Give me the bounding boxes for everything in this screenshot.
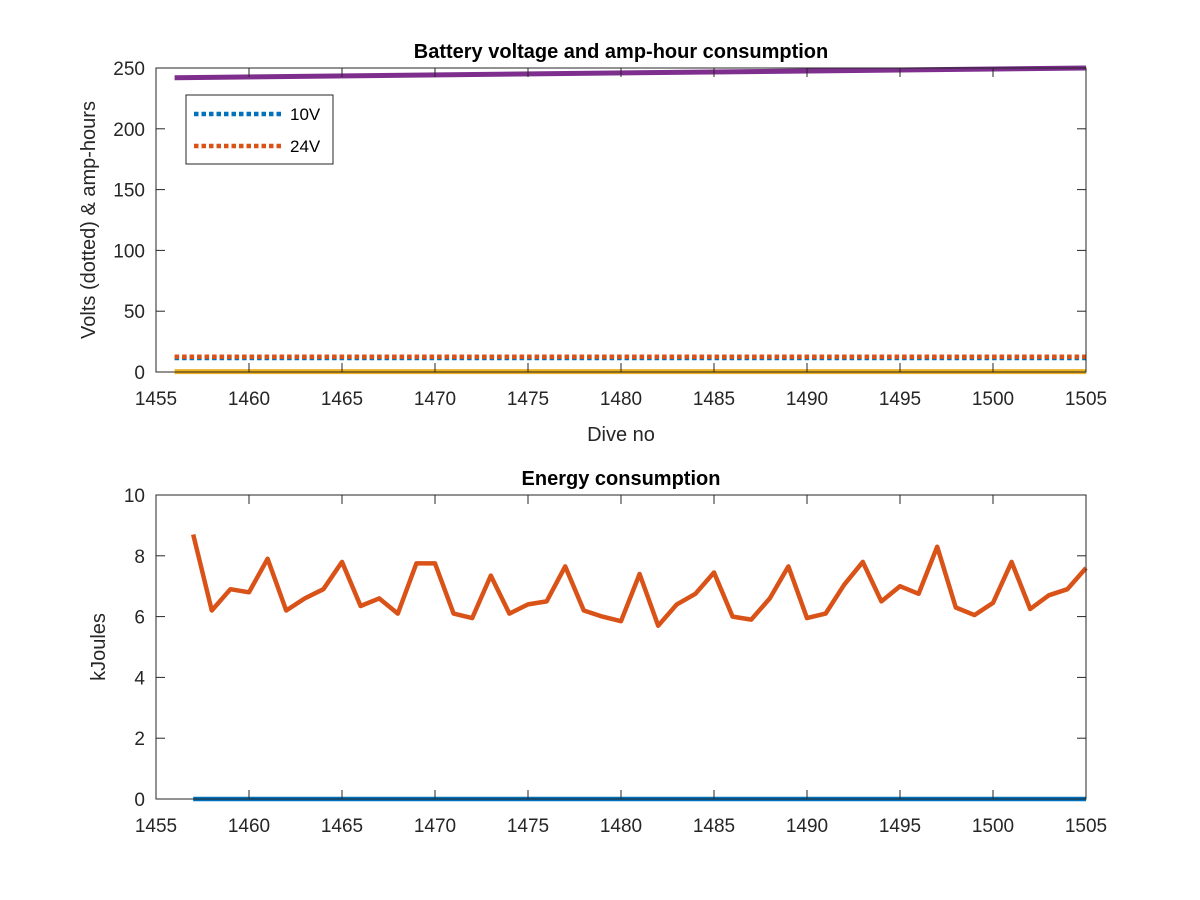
energy-y-tick-label: 6 [134, 608, 145, 629]
energy-x-tick-label: 1480 [600, 816, 642, 837]
voltage-x-tick-label: 1455 [135, 389, 177, 410]
energy-y-axis-label: kJoules [88, 613, 110, 681]
energy-x-tick-label: 1485 [693, 816, 735, 837]
voltage-y-ticks: 0 50 100 150 200 250 [113, 59, 1086, 384]
voltage-x-tick-label: 1490 [786, 389, 828, 410]
energy-series-layer [191, 533, 1088, 802]
voltage-panel: Battery voltage and amp-hour consumption… [78, 41, 1107, 446]
energy-x-tick-label: 1455 [135, 816, 177, 837]
voltage-y-tick-label: 0 [134, 363, 145, 384]
energy-x-tick-label: 1475 [507, 816, 549, 837]
voltage-x-tick-label: 1480 [600, 389, 642, 410]
voltage-y-tick-label: 250 [113, 59, 145, 80]
voltage-x-tick-label: 1460 [228, 389, 270, 410]
voltage-x-axis-label: Dive no [587, 424, 655, 446]
voltage-x-tick-label: 1495 [879, 389, 921, 410]
voltage-y-tick-label: 50 [124, 302, 145, 323]
voltage-y-axis-label: Volts (dotted) & amp-hours [78, 101, 100, 339]
voltage-y-tick-label: 200 [113, 120, 145, 141]
energy-y-tick-label: 8 [134, 547, 145, 568]
legend-label-24v: 24V [290, 137, 321, 156]
energy-x-tick-label: 1460 [228, 816, 270, 837]
energy-x-tick-label: 1465 [321, 816, 363, 837]
voltage-x-tick-label: 1500 [972, 389, 1014, 410]
voltage-x-tick-label: 1485 [693, 389, 735, 410]
voltage-x-tick-label: 1465 [321, 389, 363, 410]
voltage-y-tick-label: 100 [113, 241, 145, 262]
energy-series-1-line [191, 533, 1088, 628]
energy-y-tick-label: 0 [134, 790, 145, 811]
energy-x-tick-label: 1495 [879, 816, 921, 837]
energy-x-tick-label: 1490 [786, 816, 828, 837]
legend-box [185, 94, 334, 165]
voltage-panel-title: Battery voltage and amp-hour consumption [414, 41, 828, 63]
voltage-x-ticks: 1455 1460 1465 1470 1475 1480 1485 1490 1495 1500… [135, 68, 1107, 410]
energy-axes-box [155, 494, 1087, 800]
energy-panel-title: Energy consumption [522, 468, 721, 490]
energy-y-tick-label: 4 [134, 668, 145, 689]
voltage-x-tick-label: 1505 [1065, 389, 1107, 410]
energy-y-ticks: 0 2 4 6 8 10 [124, 486, 1086, 811]
energy-y-tick-label: 2 [134, 729, 145, 750]
energy-panel: Energy consumption 1455 1460 1465 1470 1475 1… [88, 468, 1107, 837]
energy-x-ticks: 1455 1460 1465 1470 1475 1480 1485 1490 1495 1500… [135, 495, 1107, 837]
energy-x-tick-label: 1470 [414, 816, 456, 837]
voltage-y-tick-label: 150 [113, 181, 145, 202]
legend: 10V 24V [185, 94, 334, 165]
energy-y-tick-label: 10 [124, 486, 145, 507]
energy-x-tick-label: 1500 [972, 816, 1014, 837]
legend-label-10v: 10V [290, 105, 321, 124]
voltage-x-tick-label: 1470 [414, 389, 456, 410]
voltage-x-tick-label: 1475 [507, 389, 549, 410]
voltage-series-3-line [174, 65, 1087, 81]
energy-x-tick-label: 1505 [1065, 816, 1107, 837]
